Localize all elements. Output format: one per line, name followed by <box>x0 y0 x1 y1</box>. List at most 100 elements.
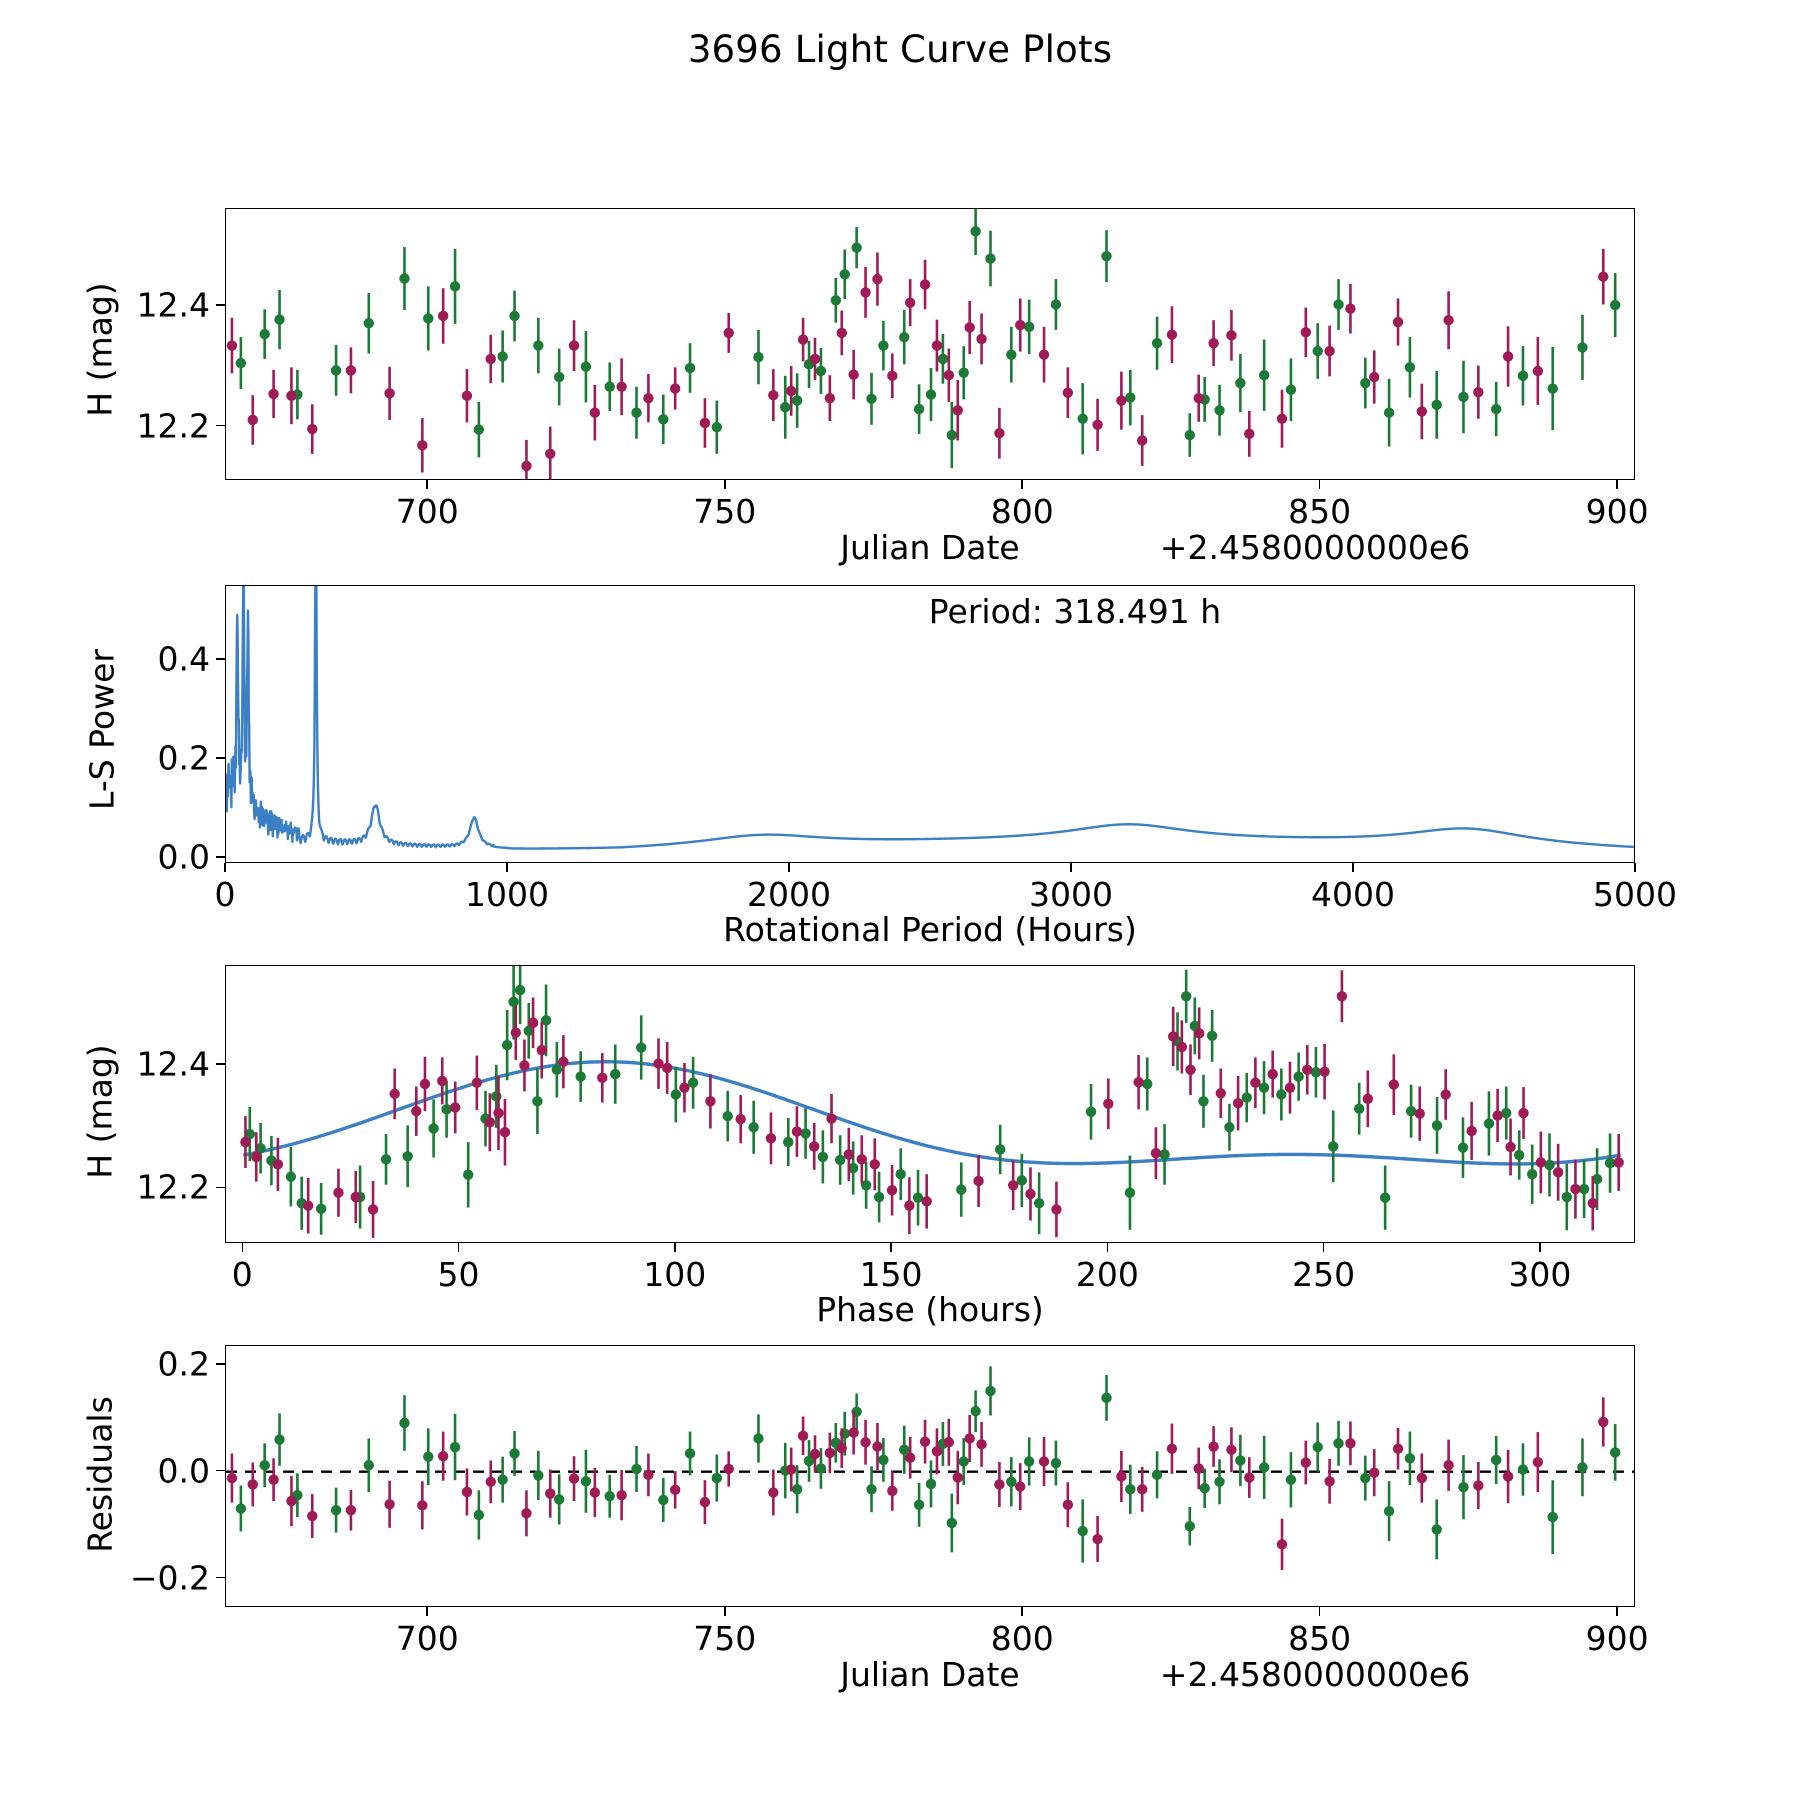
y-tick-label: 0.0 <box>157 1451 210 1491</box>
x-tick <box>723 1607 726 1616</box>
data-point <box>1226 1444 1237 1455</box>
data-point <box>791 1126 803 1137</box>
panel-residuals <box>225 1345 1635 1607</box>
y-tick <box>216 1576 225 1579</box>
data-point <box>1300 327 1312 338</box>
data-point <box>1023 1456 1035 1467</box>
data-point <box>235 357 247 369</box>
data-point <box>952 1472 963 1483</box>
x-tick-label: 900 <box>1585 492 1649 531</box>
data-point <box>473 424 485 435</box>
data-point <box>887 1485 898 1497</box>
data-point <box>1457 1142 1469 1153</box>
data-point <box>1101 1392 1112 1404</box>
data-point <box>843 1149 855 1160</box>
y-tick <box>216 856 225 858</box>
data-point <box>1577 342 1588 353</box>
data-point <box>1285 1474 1297 1485</box>
data-point <box>1276 1539 1288 1550</box>
data-point <box>904 1200 915 1211</box>
data-point <box>330 1504 342 1516</box>
data-point <box>302 1200 314 1211</box>
x-tick-label: 250 <box>1292 1255 1356 1294</box>
x-tick <box>1021 480 1023 489</box>
data-point <box>919 1436 931 1447</box>
data-point <box>610 1068 621 1080</box>
x-tick-label: 700 <box>395 492 459 531</box>
data-point <box>501 1039 513 1051</box>
data-point <box>1293 1071 1304 1082</box>
periodogram-x-axis-label: Rotational Period (Hours) <box>723 910 1137 949</box>
data-point <box>604 1491 615 1502</box>
data-point <box>848 1427 859 1438</box>
data-point <box>1142 1078 1153 1090</box>
data-point <box>797 334 809 345</box>
data-point <box>545 448 556 459</box>
data-point <box>964 322 975 333</box>
data-point <box>259 1460 270 1471</box>
data-point <box>1404 1453 1416 1464</box>
data-point <box>1101 250 1112 262</box>
data-point <box>994 428 1005 439</box>
y-tick <box>216 658 225 660</box>
data-point <box>449 281 461 292</box>
data-point <box>872 1441 883 1452</box>
data-point <box>1235 1455 1246 1466</box>
data-point <box>1180 991 1192 1002</box>
data-point <box>1198 1096 1209 1107</box>
data-point <box>658 1494 669 1506</box>
data-point <box>1416 1472 1428 1484</box>
data-point <box>399 273 410 284</box>
data-point <box>815 1463 827 1474</box>
x-tick <box>1318 480 1321 489</box>
data-point <box>836 327 847 339</box>
data-point <box>417 1500 428 1511</box>
data-point <box>274 314 285 325</box>
data-point <box>485 353 496 365</box>
data-point <box>1383 1506 1395 1517</box>
data-point <box>699 417 711 429</box>
data-point <box>1443 315 1454 326</box>
data-point <box>1208 337 1219 349</box>
data-point <box>803 1455 815 1467</box>
data-point <box>1613 1157 1624 1168</box>
data-point <box>800 1128 811 1139</box>
data-point <box>1473 1480 1484 1491</box>
data-point <box>286 390 297 401</box>
data-point <box>785 1464 797 1475</box>
x-tick <box>1318 1607 1321 1616</box>
data-point <box>1404 362 1416 373</box>
data-point <box>597 1072 608 1084</box>
x-tick <box>1322 1243 1325 1252</box>
data-point <box>995 1144 1006 1155</box>
data-point <box>925 1478 937 1490</box>
x-tick <box>457 1243 460 1252</box>
data-point <box>497 351 508 362</box>
data-point <box>1092 1533 1103 1545</box>
data-point <box>510 1027 521 1038</box>
data-point <box>1232 1097 1244 1109</box>
data-point <box>1077 1525 1088 1537</box>
residuals-x-axis-label: Julian Date <box>840 1655 1020 1694</box>
data-point <box>913 403 925 415</box>
periodogram-y-axis-label: L-S Power <box>82 649 122 810</box>
data-point <box>895 1168 906 1180</box>
data-point <box>1199 1483 1210 1494</box>
data-point <box>976 333 987 345</box>
data-point <box>1125 392 1136 403</box>
data-point <box>1328 1141 1339 1152</box>
data-point <box>1587 1198 1598 1209</box>
data-point <box>1502 351 1514 362</box>
data-point <box>558 1056 569 1067</box>
data-point <box>943 1437 955 1448</box>
data-point <box>367 1204 379 1215</box>
data-point <box>1137 1484 1148 1495</box>
x-tick-label: 100 <box>643 1255 707 1294</box>
data-point <box>1526 1168 1538 1180</box>
data-point <box>1050 299 1062 310</box>
data-point <box>723 1463 734 1475</box>
data-point <box>1360 1472 1371 1484</box>
data-point <box>568 340 580 351</box>
data-point <box>1532 365 1544 377</box>
data-point <box>589 407 601 418</box>
